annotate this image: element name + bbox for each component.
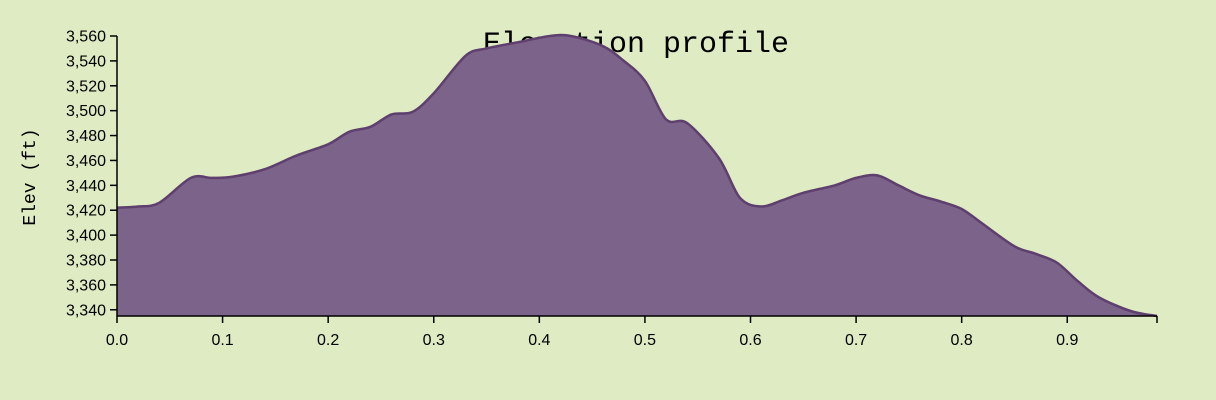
y-tick-label: 3,420	[66, 203, 106, 220]
plot-area	[116, 33, 1158, 318]
x-tick-label: 0.9	[1056, 332, 1078, 349]
x-tick-label: 0.6	[739, 332, 761, 349]
y-tick-label: 3,480	[66, 128, 106, 145]
y-tick-label: 3,440	[66, 178, 106, 195]
x-tick-label: 0.5	[634, 332, 656, 349]
y-tick-label: 3,560	[66, 29, 106, 46]
y-tick-label: 3,360	[66, 277, 106, 294]
elevation-line	[116, 33, 1158, 318]
x-tick-label: 0.2	[317, 332, 339, 349]
y-axis-label: Elev (ft)	[21, 128, 41, 225]
axes: 3,340 3,360 3,380 3,400 3,420 3,440 3,460 3,480…	[66, 29, 1158, 349]
y-tick-label: 3,460	[66, 153, 106, 170]
x-tick-label: 0.0	[106, 332, 128, 349]
y-tick-label: 3,380	[66, 253, 106, 270]
x-tick-label: 0.7	[845, 332, 867, 349]
y-tick-label: 3,520	[66, 78, 106, 95]
y-tick-label: 3,500	[66, 103, 106, 120]
y-tick-label: 3,540	[66, 53, 106, 70]
y-tick-label: 3,400	[66, 228, 106, 245]
elevation-area	[117, 35, 1157, 316]
x-tick-label: 0.4	[528, 332, 550, 349]
y-tick-label: 3,340	[66, 302, 106, 319]
x-tick-label: 0.1	[211, 332, 233, 349]
x-tick-label: 0.8	[951, 332, 973, 349]
x-tick-label: 0.3	[423, 332, 445, 349]
